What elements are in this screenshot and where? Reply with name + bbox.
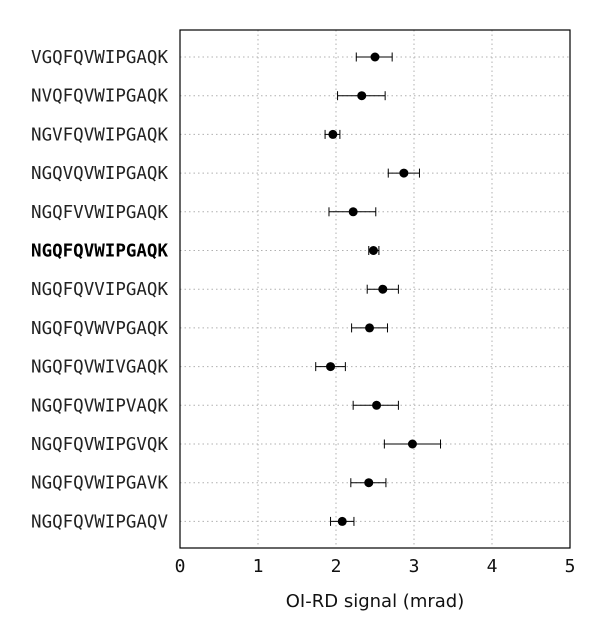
y-tick-label: NGQVQVWIPGAQK: [31, 164, 168, 184]
data-point: [328, 129, 338, 139]
data-point: [372, 400, 382, 410]
y-tick-label: NGQFQVWVPGAQK: [31, 319, 168, 339]
x-tick-label: 4: [487, 556, 498, 577]
y-tick-label: NGVFQVWIPGAQK: [31, 125, 168, 145]
y-tick-labels: VGQFQVWIPGAQK NVQFQVWIPGAQK NGVFQVWIPGAQK N…: [31, 48, 168, 532]
data-point: [370, 52, 380, 62]
data-point: [368, 246, 378, 255]
y-tick-label: NGQFQVWIPGAQV: [31, 512, 168, 532]
y-tick-label: NGQFQVWIPGVQK: [31, 435, 168, 455]
data-point: [337, 516, 347, 526]
data-point: [399, 168, 409, 178]
y-tick-label: NGQFQVWIPVAQK: [31, 396, 168, 416]
x-tick-labels: 0 1 2 3 4 5: [175, 556, 576, 577]
data-point: [364, 478, 374, 488]
x-axis-title: OI-RD signal (mrad): [286, 591, 464, 612]
plot-frame: [179, 29, 571, 549]
x-tick-label: 3: [409, 556, 420, 577]
y-tick-label: NGQFQVWIPGAQK: [31, 242, 168, 262]
y-tick-label: VGQFQVWIPGAQK: [31, 48, 168, 68]
y-tick-label: NGQFQVVIPGAQK: [31, 280, 168, 300]
x-tick-label: 5: [565, 556, 576, 577]
data-point: [378, 284, 388, 294]
data-points: [326, 52, 417, 526]
x-tick-label: 1: [253, 556, 264, 577]
data-point: [348, 207, 358, 217]
y-tick-label: NGQFVVWIPGAQK: [31, 203, 168, 223]
y-tick-label: NGQFQVWIVGAQK: [31, 358, 168, 378]
y-tick-label: NVQFQVWIPGAQK: [31, 87, 168, 107]
data-point: [326, 362, 336, 372]
y-tick-label: NGQFQVWIPGAVK: [31, 474, 168, 494]
x-tick-label: 2: [331, 556, 342, 577]
data-point: [365, 323, 375, 333]
data-point: [357, 91, 367, 101]
x-tick-label: 0: [175, 556, 186, 577]
data-point: [407, 439, 417, 449]
